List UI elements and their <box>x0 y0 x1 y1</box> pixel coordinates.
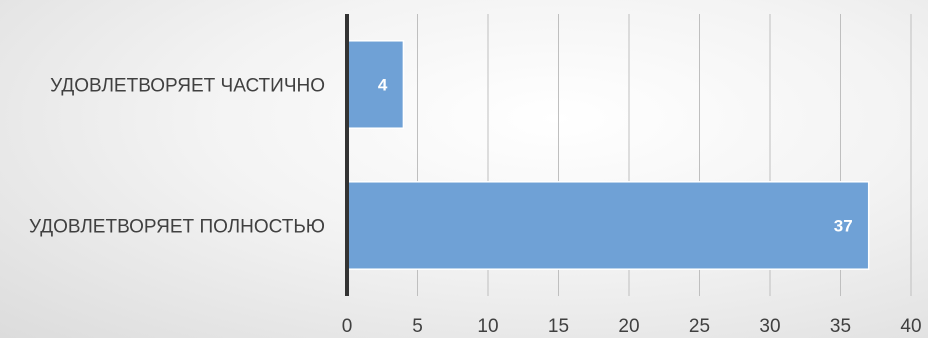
bars <box>346 40 870 270</box>
tick-label-0: 0 <box>342 316 353 337</box>
tick-label-35: 35 <box>830 316 851 337</box>
data-labels: 4 37 <box>378 76 853 236</box>
category-labels: УДОВЛЕТВОРЯЕТ ЧАСТИЧНО УДОВЛЕТВОРЯЕТ ПОЛН… <box>29 76 325 238</box>
gridlines <box>417 14 912 296</box>
tick-label-40: 40 <box>900 316 921 337</box>
data-label-0: 4 <box>378 76 388 95</box>
bar-1 <box>346 181 870 270</box>
tick-label-5: 5 <box>412 316 423 337</box>
tick-label-10: 10 <box>477 316 498 337</box>
category-label-0: УДОВЛЕТВОРЯЕТ ЧАСТИЧНО <box>50 76 325 97</box>
category-label-1: УДОВЛЕТВОРЯЕТ ПОЛНОСТЬЮ <box>29 217 325 238</box>
data-label-1: 37 <box>834 217 853 236</box>
tick-label-15: 15 <box>548 316 569 337</box>
tick-label-20: 20 <box>618 316 639 337</box>
tick-label-30: 30 <box>759 316 780 337</box>
bar-0 <box>346 40 405 129</box>
tick-label-25: 25 <box>689 316 710 337</box>
value-axis-tick-labels: 0 5 10 15 20 25 30 35 40 <box>342 316 922 337</box>
